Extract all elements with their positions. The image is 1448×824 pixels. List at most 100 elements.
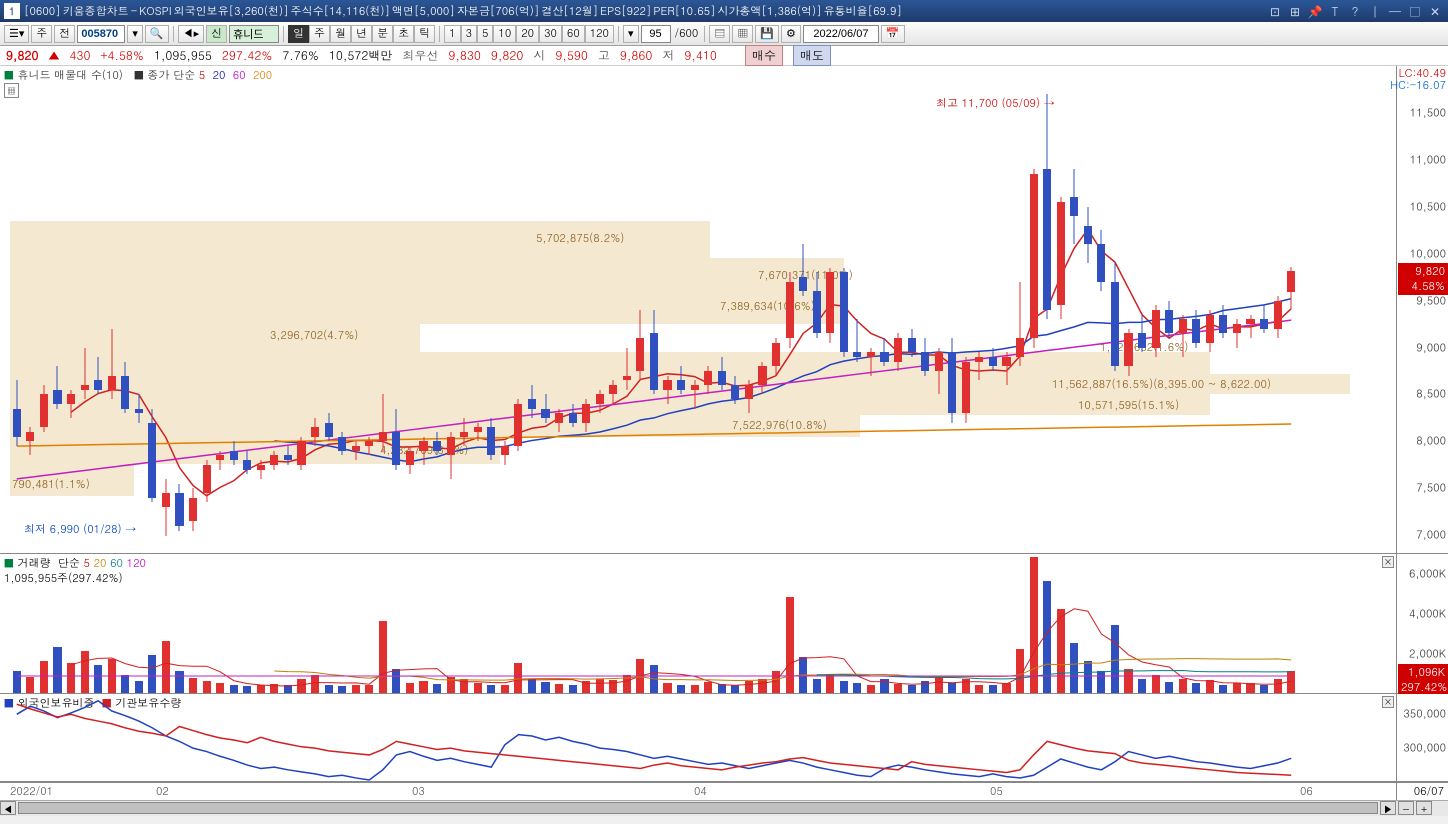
price-chart[interactable]: ■ 휴니드 매물대 수(10) ■ 종가 단순 5 20 60 200 ▦ LC… — [0, 66, 1448, 554]
tf-sec[interactable]: 초 — [393, 25, 414, 43]
tf-week[interactable]: 주 — [309, 25, 330, 43]
interval-3[interactable]: 3 — [461, 25, 477, 43]
candle — [216, 66, 224, 554]
y-tick: 10,500 — [1410, 199, 1446, 214]
calendar-icon[interactable]: 📅 — [881, 25, 905, 43]
tf-tick[interactable]: 틱 — [414, 25, 435, 43]
interval-1[interactable]: 1 — [444, 25, 460, 43]
volume-bar — [704, 682, 712, 693]
gear-icon[interactable]: ⚙ — [781, 25, 801, 43]
tf-month[interactable]: 월 — [330, 25, 351, 43]
candle — [203, 66, 211, 554]
period-ju-button[interactable]: 주 — [31, 25, 52, 43]
stock-code-input[interactable] — [77, 25, 125, 43]
dropdown-icon[interactable]: ▾ — [127, 25, 143, 43]
candle — [325, 66, 333, 554]
horizontal-scrollbar[interactable]: ◀ ▶ − + — [0, 800, 1448, 816]
volume-bar — [162, 641, 170, 693]
volume-bar — [26, 677, 34, 693]
settings-icon[interactable]: ☰▾ — [4, 25, 29, 43]
text-icon[interactable]: T — [1326, 3, 1344, 19]
interval-120[interactable]: 120 — [585, 25, 614, 43]
scroll-thumb[interactable] — [18, 802, 1378, 814]
low-price: 9,410 — [684, 47, 716, 64]
volume-bar — [1057, 609, 1065, 693]
candle — [487, 66, 495, 554]
tf-year[interactable]: 년 — [351, 25, 372, 43]
volume-bar — [677, 685, 685, 693]
scroll-right-icon[interactable]: ▶ — [1380, 801, 1396, 815]
save-icon[interactable]: 💾 — [755, 25, 779, 43]
tf-min[interactable]: 분 — [372, 25, 393, 43]
search-icon[interactable]: 🔍 — [145, 25, 169, 43]
expand-icon[interactable]: ⊡ — [1266, 3, 1284, 19]
candle — [53, 66, 61, 554]
volume-bar — [1192, 683, 1200, 693]
volume-bar — [1206, 680, 1214, 693]
vol-close-icon[interactable]: × — [1382, 556, 1394, 568]
volume-bar — [786, 597, 794, 693]
chart-container: ■ 휴니드 매물대 수(10) ■ 종가 단순 5 20 60 200 ▦ LC… — [0, 66, 1448, 816]
candle — [745, 66, 753, 554]
prev-icon[interactable]: ▾ — [623, 25, 639, 43]
maximize-icon[interactable]: □ — [1406, 3, 1424, 19]
timeframe-buttons: 일 주 월 년 분 초 틱 — [288, 25, 435, 43]
pin-icon[interactable]: 📌 — [1306, 3, 1324, 19]
candle — [636, 66, 644, 554]
interval-5[interactable]: 5 — [477, 25, 493, 43]
price-pct: +4.58% — [100, 47, 143, 64]
zoom-out-icon[interactable]: − — [1398, 801, 1414, 815]
volume-bar — [1084, 661, 1092, 693]
volume-bar — [636, 659, 644, 693]
candle — [908, 66, 916, 554]
scroll-left-icon[interactable]: ◀ — [0, 801, 16, 815]
prev-button[interactable]: 전 — [54, 25, 75, 43]
count-input[interactable] — [641, 25, 671, 43]
tool1-icon[interactable]: ▤ — [709, 25, 730, 43]
minimize-icon[interactable]: ─ — [1386, 3, 1404, 19]
date-input[interactable] — [803, 25, 879, 43]
volume-bar — [338, 686, 346, 693]
candle — [230, 66, 238, 554]
close-icon[interactable]: ✕ — [1426, 3, 1444, 19]
amount: 10,572백만 — [329, 47, 392, 64]
volume-bar — [609, 680, 617, 693]
volume-chart[interactable]: ■ 거래량 단순 5 20 60 120 1,095,955주(297.42%)… — [0, 554, 1448, 694]
candle — [880, 66, 888, 554]
price-change: 430 — [69, 47, 90, 64]
volume-bar — [1097, 671, 1105, 693]
sound-icon[interactable]: ◀▸ — [178, 25, 205, 43]
y-tick: 9,500 — [1416, 293, 1446, 308]
sell-button[interactable]: 매도 — [793, 45, 831, 66]
layout-icon[interactable]: ⊞ — [1286, 3, 1304, 19]
interval-10[interactable]: 10 — [493, 25, 516, 43]
tool2-icon[interactable]: ▦ — [732, 25, 753, 43]
interval-60[interactable]: 60 — [562, 25, 585, 43]
x-tick: 05 — [990, 784, 1003, 799]
candle — [1233, 66, 1241, 554]
stock-name-input[interactable] — [229, 25, 279, 43]
candle — [758, 66, 766, 554]
buy-button[interactable]: 매수 — [745, 45, 783, 66]
x-tick: 06 — [1300, 784, 1313, 799]
tf-day[interactable]: 일 — [288, 25, 309, 43]
help-icon[interactable]: ? — [1346, 3, 1364, 19]
candle — [297, 66, 305, 554]
volume-bar — [365, 685, 373, 693]
volume-bar — [691, 685, 699, 693]
volume-bar — [325, 685, 333, 693]
candle — [867, 66, 875, 554]
volume-bar — [352, 685, 360, 693]
candle — [189, 66, 197, 554]
hold-close-icon[interactable]: × — [1382, 696, 1394, 708]
zoom-in-icon[interactable]: + — [1416, 801, 1432, 815]
hold-y-tick: 350,000 — [1403, 707, 1446, 722]
toolbar: ☰▾ 주 전 ▾ 🔍 ◀▸ 신 일 주 월 년 분 초 틱 1351020306… — [0, 22, 1448, 46]
candle — [1192, 66, 1200, 554]
candle — [609, 66, 617, 554]
interval-30[interactable]: 30 — [539, 25, 562, 43]
interval-20[interactable]: 20 — [516, 25, 539, 43]
sin-button[interactable]: 신 — [206, 25, 227, 43]
candle — [148, 66, 156, 554]
holdings-chart[interactable]: ■ 외국인보유비중 ■ 기관보유수량 × 300,000350,000 — [0, 694, 1448, 782]
